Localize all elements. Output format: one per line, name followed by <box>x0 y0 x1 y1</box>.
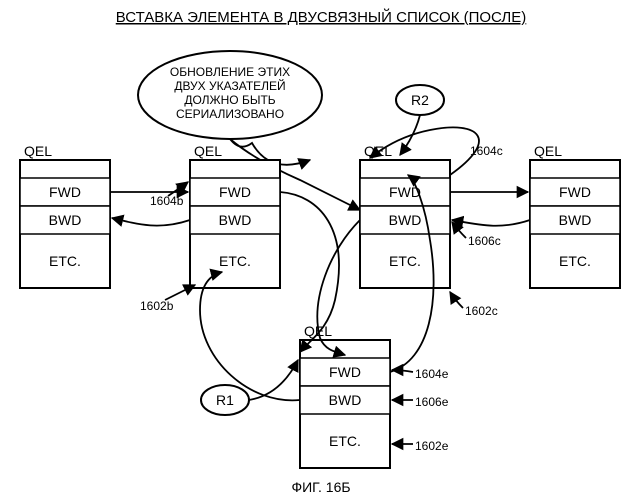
callout-l4: СЕРИАЛИЗОВАНО <box>176 107 284 121</box>
qel-node-n2: QEL FWD BWD ETC. <box>190 143 280 288</box>
qel-fwd: FWD <box>559 184 591 200</box>
callout-l2: ДВУХ УКАЗАТЕЛЕЙ <box>174 78 285 93</box>
register-r1-label: R1 <box>216 392 234 408</box>
qel-etc: ETC. <box>329 433 361 449</box>
ref-1602c: 1602c <box>465 304 498 318</box>
ref-1602b: 1602b <box>140 299 174 313</box>
qel-fwd: FWD <box>219 184 251 200</box>
qel-etc: ETC. <box>559 253 591 269</box>
qel-node-n1: QEL FWD BWD ETC. <box>20 143 110 288</box>
register-r2: R2 <box>396 85 444 155</box>
qel-node-ne: QELFWDBWDETC. <box>300 323 390 468</box>
qel-bwd: BWD <box>329 392 362 408</box>
qel-header: QEL <box>534 143 562 159</box>
ref-1602e: 1602e <box>415 439 449 453</box>
qel-bwd: BWD <box>219 212 252 228</box>
figure-caption: ФИГ. 16Б <box>291 479 350 495</box>
ref-1604c: 1604c <box>470 144 503 158</box>
qel-etc: ETC. <box>219 253 251 269</box>
qel-node-n4: QEL FWD BWD ETC. <box>530 143 620 288</box>
qel-fwd: FWD <box>49 184 81 200</box>
ref-1604e: 1604e <box>415 367 449 381</box>
register-r1: R1 <box>201 360 298 415</box>
qel-header: QEL <box>194 143 222 159</box>
qel-etc: ETC. <box>49 253 81 269</box>
qel-bwd: BWD <box>49 212 82 228</box>
qel-node-n3: QELFWDBWDETC. <box>360 143 450 288</box>
ref-1604b: 1604b <box>150 194 184 208</box>
ref-1606e: 1606e <box>415 395 449 409</box>
qel-fwd: FWD <box>329 364 361 380</box>
ref-1606c: 1606c <box>468 234 501 248</box>
diagram-title: ВСТАВКА ЭЛЕМЕНТА В ДВУСВЯЗНЫЙ СПИСОК (ПО… <box>116 8 526 26</box>
qel-bwd: BWD <box>389 212 422 228</box>
qel-etc: ETC. <box>389 253 421 269</box>
callout-l1: ОБНОВЛЕНИЕ ЭТИХ <box>170 65 290 79</box>
callout-l3: ДОЛЖНО БЫТЬ <box>184 93 275 107</box>
register-r2-label: R2 <box>411 92 429 108</box>
qel-bwd: BWD <box>559 212 592 228</box>
qel-header: QEL <box>24 143 52 159</box>
